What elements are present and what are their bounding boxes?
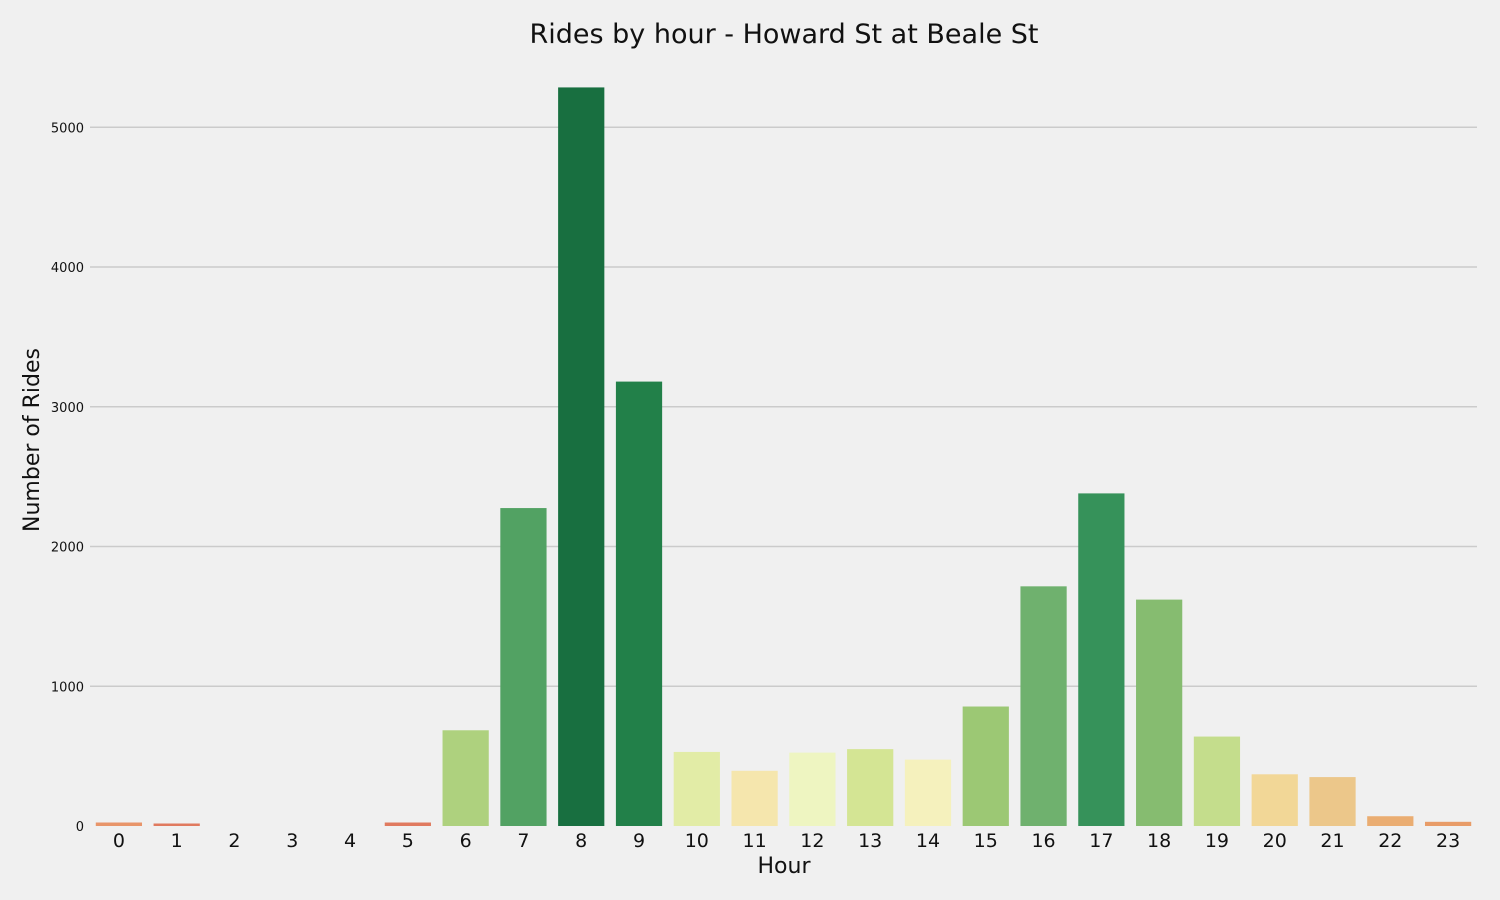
gridlines bbox=[90, 126, 1477, 687]
x-tick-label: 9 bbox=[633, 830, 645, 852]
x-tick-label: 20 bbox=[1263, 830, 1287, 852]
x-tick-label: 1 bbox=[171, 830, 183, 852]
x-axis-label: Hour bbox=[758, 854, 812, 879]
y-tick-label: 2000 bbox=[51, 541, 84, 556]
x-tick-label: 23 bbox=[1436, 830, 1460, 852]
x-axis-ticks: 0 1 2 3 4 5 6 7 8 9 10 11 12 13 14 15 16 17 18 19 20 21 22 23 bbox=[113, 830, 1460, 852]
y-axis-ticks: 0 1000 2000 3000 4000 5000 bbox=[51, 121, 84, 835]
y-tick-label: 5000 bbox=[51, 121, 84, 136]
x-tick-label: 12 bbox=[800, 830, 824, 852]
bar-hour-20 bbox=[1251, 774, 1298, 826]
x-tick-label: 10 bbox=[685, 830, 709, 852]
bar-hour-16 bbox=[1020, 586, 1067, 826]
bar-hour-8 bbox=[558, 87, 605, 826]
bar-hour-1 bbox=[153, 823, 200, 826]
bar-hour-5 bbox=[384, 822, 431, 826]
x-tick-label: 15 bbox=[974, 830, 998, 852]
bar-hour-0 bbox=[95, 822, 143, 826]
x-tick-label: 17 bbox=[1089, 830, 1113, 852]
x-tick-label: 22 bbox=[1378, 830, 1402, 852]
x-tick-label: 6 bbox=[460, 830, 472, 852]
x-tick-label: 2 bbox=[228, 830, 240, 852]
y-tick-label: 3000 bbox=[51, 401, 84, 416]
y-tick-label: 0 bbox=[76, 820, 84, 835]
bar-hour-6 bbox=[442, 730, 489, 826]
bar-hour-7 bbox=[500, 508, 547, 826]
bar-hour-19 bbox=[1193, 736, 1241, 826]
bar-hour-17 bbox=[1078, 493, 1125, 826]
x-tick-label: 19 bbox=[1205, 830, 1229, 852]
bar-hour-10 bbox=[673, 751, 720, 826]
x-tick-label: 3 bbox=[286, 830, 298, 852]
y-axis-label: Number of Rides bbox=[20, 348, 45, 532]
y-tick-label: 4000 bbox=[51, 261, 84, 276]
bar-hour-21 bbox=[1309, 777, 1356, 826]
x-tick-label: 7 bbox=[517, 830, 529, 852]
bar-hour-9 bbox=[615, 381, 663, 826]
x-tick-label: 4 bbox=[344, 830, 356, 852]
x-tick-label: 21 bbox=[1320, 830, 1344, 852]
x-tick-label: 18 bbox=[1147, 830, 1171, 852]
y-tick-label: 1000 bbox=[51, 680, 84, 695]
x-tick-label: 16 bbox=[1031, 830, 1055, 852]
bar-hour-22 bbox=[1367, 816, 1414, 826]
x-tick-label: 14 bbox=[916, 830, 940, 852]
bar-hour-23 bbox=[1424, 821, 1472, 826]
bar-hour-18 bbox=[1136, 599, 1183, 826]
x-tick-label: 0 bbox=[113, 830, 125, 852]
bar-hour-12 bbox=[789, 752, 836, 826]
x-tick-label: 8 bbox=[575, 830, 587, 852]
x-tick-label: 5 bbox=[402, 830, 414, 852]
bar-hour-14 bbox=[904, 759, 952, 826]
x-tick-label: 11 bbox=[743, 830, 767, 852]
x-tick-label: 13 bbox=[858, 830, 882, 852]
bar-hour-11 bbox=[731, 770, 778, 826]
bars bbox=[95, 87, 1472, 826]
bar-hour-15 bbox=[962, 706, 1009, 826]
bar-hour-13 bbox=[847, 749, 894, 826]
chart-title: Rides by hour - Howard St at Beale St bbox=[529, 19, 1038, 50]
